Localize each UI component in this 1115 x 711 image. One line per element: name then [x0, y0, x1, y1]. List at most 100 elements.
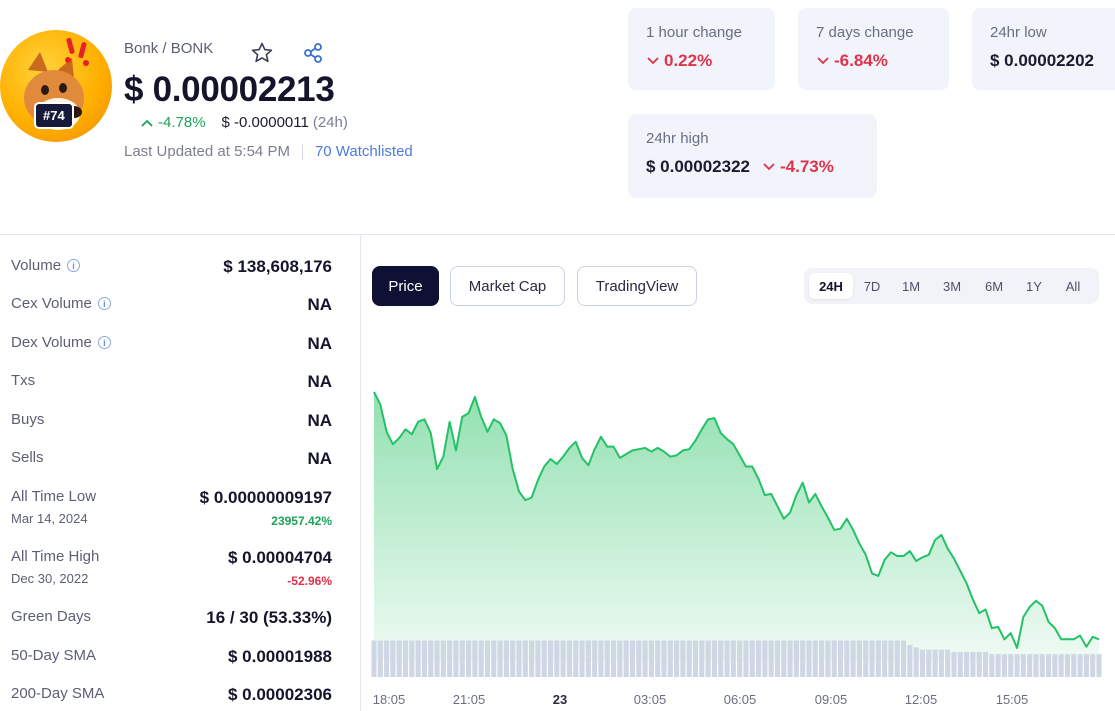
star-icon[interactable]	[250, 41, 274, 65]
tab-market-cap[interactable]: Market Cap	[450, 266, 565, 306]
range-7d[interactable]: 7D	[863, 278, 881, 294]
volume-bar	[459, 640, 465, 677]
x-tick-label: 18:05	[373, 692, 406, 707]
volume-bar	[1039, 654, 1045, 677]
volume-bar	[875, 640, 881, 677]
range-24h[interactable]: 24H	[809, 273, 853, 299]
cex-volume-label: Cex Volume	[11, 295, 92, 312]
column-divider	[360, 234, 361, 711]
last-updated: Last Updated at 5:54 PM	[124, 143, 290, 160]
tab-price[interactable]: Price	[372, 266, 439, 306]
volume-bar	[976, 651, 982, 677]
volume-bar	[743, 640, 749, 677]
stat-row-txs: Txs NA	[11, 372, 332, 392]
range-6m[interactable]: 6M	[984, 278, 1004, 294]
high-change: -4.73%	[780, 157, 834, 176]
stat-row-ath: All Time High Dec 30, 2022 $ 0.00004704 …	[11, 548, 332, 588]
volume-bar	[1090, 654, 1096, 677]
hour-change-value: 0.22%	[664, 51, 713, 70]
volume-bar	[642, 640, 648, 677]
volume-bars	[371, 640, 1102, 677]
volume-bar	[1027, 654, 1033, 677]
volume-bar	[377, 640, 383, 677]
volume-bar	[1014, 654, 1020, 677]
volume-bar	[863, 640, 869, 677]
chevron-down-icon	[647, 57, 659, 65]
cex-volume-value: NA	[307, 295, 332, 314]
volume-bar	[699, 640, 705, 677]
volume-bar	[989, 654, 995, 677]
volume-bar	[781, 640, 787, 677]
volume-bar	[787, 640, 793, 677]
volume-bar	[541, 640, 547, 677]
volume-bar	[384, 640, 390, 677]
updated-row: Last Updated at 5:54 PM 70 Watchlisted	[124, 143, 413, 160]
x-tick-label: 23	[553, 692, 567, 707]
current-price: $ 0.00002213	[124, 70, 335, 109]
volume-bar	[579, 640, 585, 677]
share-icon[interactable]	[302, 42, 324, 64]
range-1m[interactable]: 1M	[901, 278, 921, 294]
stat-row-sma50: 50-Day SMA $ 0.00001988	[11, 647, 332, 667]
info-icon[interactable]: i	[97, 336, 111, 349]
info-icon[interactable]: i	[97, 297, 111, 310]
volume-bar	[585, 640, 591, 677]
volume-bar	[371, 640, 377, 677]
volume-bar	[1052, 654, 1058, 677]
price-chart[interactable]: 18:05 21:05 23 03:05 06:05 09:05 12:05 15:05	[362, 320, 1102, 711]
volume-bar	[1001, 654, 1007, 677]
coin-name-row: Bonk / BONK	[124, 40, 213, 57]
range-all[interactable]: All	[1065, 278, 1081, 294]
volume-bar	[390, 640, 396, 677]
volume-bar	[566, 640, 572, 677]
ath-change: -52.96%	[287, 574, 332, 588]
volume-bar	[724, 640, 730, 677]
volume-bar	[409, 640, 415, 677]
ath-value: $ 0.00004704	[228, 548, 332, 567]
volume-bar	[396, 640, 402, 677]
volume-bar	[434, 640, 440, 677]
volume-bar	[503, 640, 509, 677]
tab-tradingview[interactable]: TradingView	[577, 266, 697, 306]
stat-row-sells: Sells NA	[11, 449, 332, 469]
buys-label: Buys	[11, 411, 45, 428]
green-days-label: Green Days	[11, 608, 92, 625]
range-3m[interactable]: 3M	[942, 278, 962, 294]
info-icon[interactable]: i	[67, 259, 81, 272]
price-change-abs: $ -0.0000011	[221, 114, 309, 131]
low-card: 24hr low $ 0.00002202	[972, 8, 1115, 90]
volume-bar	[629, 640, 636, 677]
volume-bar	[428, 640, 434, 677]
volume-bar	[402, 640, 409, 677]
volume-bar	[636, 640, 642, 677]
volume-bar	[718, 640, 724, 677]
week-change-label: 7 days change	[816, 24, 914, 41]
volume-bar	[970, 651, 976, 677]
watchlisted-link[interactable]: 70 Watchlisted	[314, 143, 413, 160]
sma200-value: $ 0.00002306	[228, 685, 332, 704]
volume-bar	[894, 640, 900, 677]
time-range-selector: 24H 7D 1M 3M 6M 1Y All	[804, 268, 1099, 304]
volume-bar	[478, 640, 484, 677]
volume-bar	[667, 640, 673, 677]
volume-bar	[938, 649, 944, 677]
volume-bar	[926, 649, 932, 677]
volume-bar	[680, 640, 686, 677]
volume-bar	[661, 640, 667, 677]
chevron-up-icon	[141, 119, 153, 127]
volume-bar	[774, 640, 781, 677]
volume-bar	[535, 640, 541, 677]
dex-volume-label: Dex Volume	[11, 334, 92, 351]
range-1y[interactable]: 1Y	[1026, 278, 1042, 294]
volume-bar	[484, 640, 491, 677]
volume-bar	[1008, 654, 1014, 677]
x-tick-label: 06:05	[724, 692, 757, 707]
price-change-pct: -4.78%	[140, 114, 206, 131]
volume-bar	[560, 640, 566, 677]
volume-bar	[768, 640, 774, 677]
green-days-value: 16 / 30 (53.33%)	[206, 608, 332, 627]
rank-badge: #74	[34, 102, 74, 129]
stat-row-volume: Volume i $ 138,608,176	[11, 257, 332, 277]
volume-bar	[850, 640, 856, 677]
chevron-down-icon	[817, 57, 829, 65]
